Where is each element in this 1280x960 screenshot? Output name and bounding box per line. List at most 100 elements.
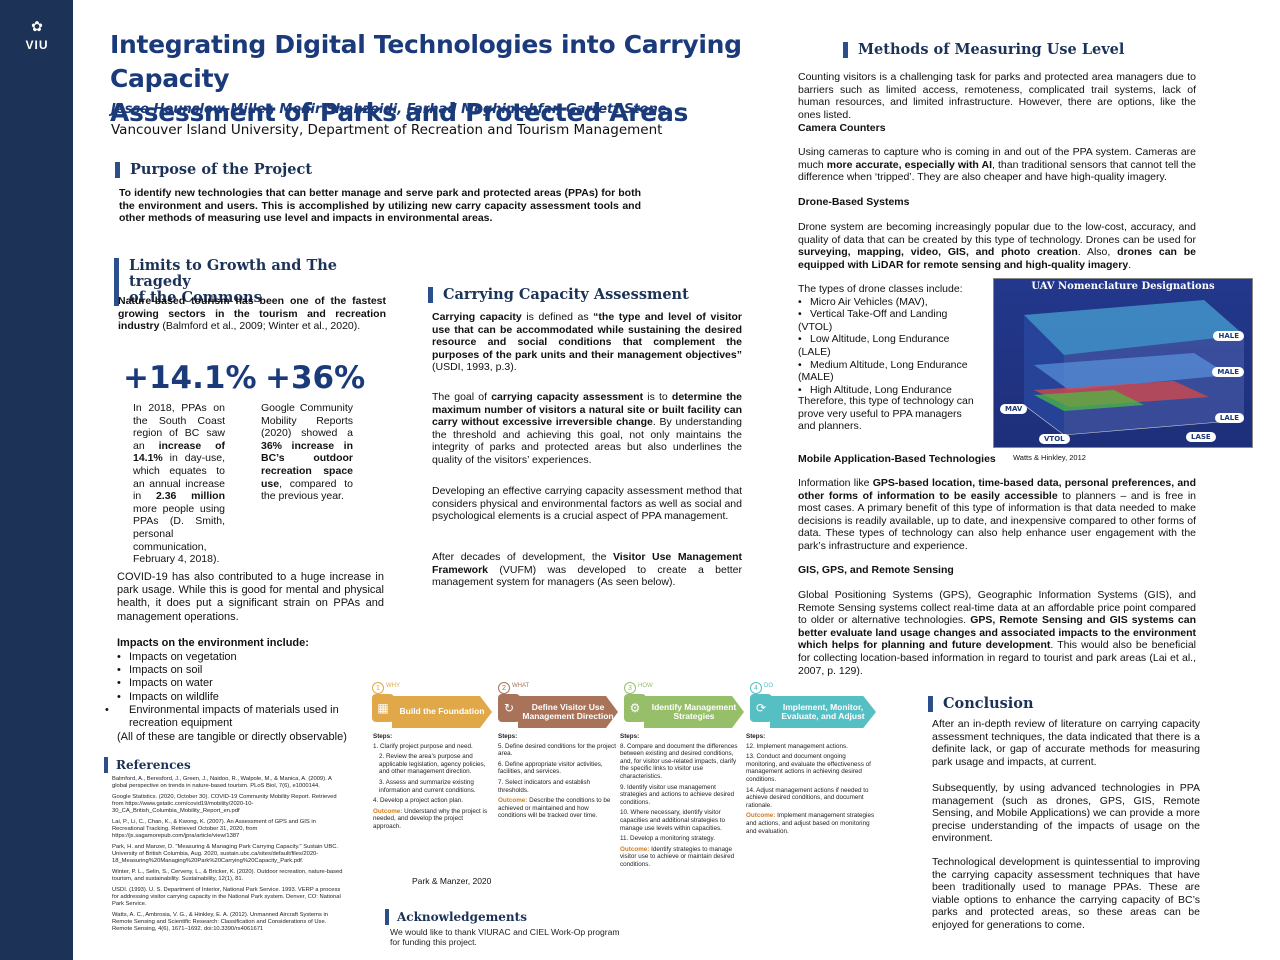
drone-types: The types of drone classes include: Micr… xyxy=(798,283,983,396)
drone-t2: . Also, xyxy=(1077,246,1118,259)
step-item: 13. Conduct and document ongoing monitor… xyxy=(746,753,871,783)
drone-types-list: Micro Air Vehicles (MAV), Vertical Take-… xyxy=(798,296,983,397)
mobile-t1: Information like xyxy=(798,477,873,489)
carrying-p4-b1: Visitor Use Management Framework xyxy=(432,551,742,576)
reference-item[interactable]: Lai, P., Li, C., Chan, K., & Kwong, K. (… xyxy=(112,819,316,839)
reference-item: Balmford, A., Beresford, J., Green, J., … xyxy=(112,776,332,789)
step-outcome: Outcome: Understand why the project is n… xyxy=(373,808,491,831)
direction-icon: ↻ xyxy=(498,694,520,722)
uav-label: MAV xyxy=(1000,404,1028,414)
steps-label: Steps: xyxy=(498,733,518,740)
carrying-p2-t2: is to xyxy=(643,391,672,403)
methods-heading: Methods of Measuring Use Level xyxy=(843,42,1124,58)
framework-steps-what: Steps: 5. Define desired conditions for … xyxy=(498,733,616,820)
step-item: 12. Implement management actions. xyxy=(746,742,848,750)
carrying-p1-t1: is defined as xyxy=(521,311,594,323)
step-outcome: Outcome: Implement management strategies… xyxy=(746,812,876,835)
covid-text: COVID-19 has also contributed to a huge … xyxy=(117,571,384,623)
steps-label: Steps: xyxy=(746,733,766,740)
step-number: 3 xyxy=(624,682,636,694)
carrying-p2-t1: The goal of xyxy=(432,391,492,403)
uav-label: LASE xyxy=(1186,432,1216,442)
step-item: 5. Define desired conditions for the pro… xyxy=(498,742,616,758)
limits-heading-line-1: Limits to Growth and The tragedy xyxy=(129,257,338,290)
framework-step-what: 2 WHAT ↻ Define Visitor Use Management D… xyxy=(498,682,623,728)
outcome-label: Outcome: xyxy=(498,797,528,805)
step-tag: WHY xyxy=(386,683,400,689)
stat-14-t3: more people using PPAs (D. Smith, person… xyxy=(133,502,225,566)
carrying-p1: Carrying capacity is defined as “the typ… xyxy=(432,311,742,374)
camera-heading: Camera Counters xyxy=(798,122,886,134)
step-item: 7. Select indicators and establish thres… xyxy=(498,778,591,794)
steps-label: Steps: xyxy=(620,733,640,740)
uav-label: LALE xyxy=(1214,413,1244,423)
framework-steps-how: Steps: 8. Compare and document the diffe… xyxy=(620,733,738,869)
limits-intro: Nature-based tourism has been one of the… xyxy=(118,295,386,333)
step-tag: HOW xyxy=(638,683,653,689)
uav-nomenclature-figure: UAV Nomenclature Designations HALE MALE … xyxy=(993,278,1253,448)
step-label: Implement, Monitor, Evaluate, and Adjust xyxy=(770,696,876,728)
stat-14-t1: In 2018, PPAs on the South Coast region … xyxy=(133,402,225,452)
drone-conclusion: Therefore, this type of technology can p… xyxy=(798,395,974,433)
stat-36-t2: , compared to the previous year. xyxy=(261,477,353,503)
step-number: 4 xyxy=(750,682,762,694)
reference-item: Winter, P. L., Selin, S., Cerveny, L., &… xyxy=(112,869,343,882)
stat-14-t2: in day-use, which equates to an annual i… xyxy=(133,452,225,503)
step-item: 9. Identify visitor use management strat… xyxy=(620,783,735,806)
step-tag: DO xyxy=(764,683,773,689)
drone-type-item: Medium Altitude, Long Endurance (MALE) xyxy=(798,359,983,384)
framework-step-do: 4 DO ⟳ Implement, Monitor, Evaluate, and… xyxy=(750,682,880,728)
stat-14-text: In 2018, PPAs on the South Coast region … xyxy=(133,402,225,566)
step-item: 4. Develop a project action plan. xyxy=(373,797,463,805)
impact-item: Impacts on soil xyxy=(117,664,384,677)
camera-b1: more accurate, especially with AI xyxy=(826,158,993,171)
authors: Jesse Hounslow-Miller, Monir Shahzeidi, … xyxy=(111,102,667,117)
gis-text: Global Positioning Systems (GPS), Geogra… xyxy=(798,589,1196,677)
leaf-icon: ✿ xyxy=(31,19,43,35)
uav-label: MALE xyxy=(1212,367,1244,377)
carrying-p4-t1: After decades of development, the xyxy=(432,551,613,563)
carrying-p2-b1: carrying capacity assessment xyxy=(491,391,644,403)
camera-t2: , than traditional sensors that cannot t… xyxy=(798,158,1197,184)
outcome-text: Describe the conditions to be achieved o… xyxy=(498,797,611,820)
stat-36-text: Google Community Mobility Reports (2020)… xyxy=(261,402,353,503)
limits-intro-bold: Nature-based tourism has been one of the… xyxy=(118,295,386,333)
impact-item: Impacts on wildlife xyxy=(117,691,384,704)
carrying-p1-b2: “the type and level of visitor use that … xyxy=(432,311,742,361)
conclusion-p3: Technological development is quintessent… xyxy=(932,856,1200,931)
sidebar-band xyxy=(0,0,73,960)
uav-chart-graphic xyxy=(1023,300,1245,436)
title-line-1: Integrating Digital Technologies into Ca… xyxy=(110,30,742,93)
carrying-p3: Developing an effective carrying capacit… xyxy=(432,485,742,523)
mobile-b1: GPS-based location, time-based data, per… xyxy=(798,477,1196,502)
acknowledgements-heading: Acknowledgements xyxy=(385,909,527,925)
drone-b2: drones can be equipped with LiDAR for re… xyxy=(798,246,1196,271)
impacts-list: Impacts on vegetation Impacts on soil Im… xyxy=(117,651,384,730)
stat-36-b1: 36% increase in BC’s outdoor recreation … xyxy=(261,439,353,490)
carrying-p2-t3: . By understanding the threshold and ach… xyxy=(432,416,742,466)
gis-t2: . This would also be beneficial for coll… xyxy=(798,639,1196,677)
reference-item[interactable]: Google Statistics. (2020, October 30). C… xyxy=(112,794,337,814)
mobile-text: Information like GPS-based location, tim… xyxy=(798,477,1196,553)
impact-item: Environmental impacts of materials used … xyxy=(117,704,384,730)
uav-title: UAV Nomenclature Designations xyxy=(1031,281,1215,292)
gis-b1: GPS, Remote Sensing and GIS systems can … xyxy=(798,614,1196,652)
drone-type-item: High Altitude, Long Endurance xyxy=(798,384,983,397)
conclusion-p2: Subsequently, by using advanced technolo… xyxy=(932,782,1200,845)
framework-caption: Park & Manzer, 2020 xyxy=(412,876,492,886)
gis-t1: Global Positioning Systems (GPS), Geogra… xyxy=(798,589,1196,627)
viu-logo: ✿ VIU xyxy=(14,20,60,53)
impact-item: Impacts on water xyxy=(117,677,384,690)
step-outcome: Outcome: Describe the conditions to be a… xyxy=(498,797,616,820)
impacts-note: (All of these are tangible or directly o… xyxy=(117,731,347,743)
reference-item: USDI. (1993). U. S. Department of Interi… xyxy=(112,887,341,907)
step-item: 1. Clarify project purpose and need. xyxy=(373,742,473,750)
outcome-label: Outcome: xyxy=(746,812,776,820)
step-item: 3. Assess and summarize existing informa… xyxy=(379,778,476,794)
camera-t1: Using cameras to capture who is coming i… xyxy=(798,146,1196,171)
uav-label: VTOL xyxy=(1039,434,1070,444)
step-number: 2 xyxy=(498,682,510,694)
framework-step-why: 1 WHY ▦ Build the Foundation xyxy=(372,682,497,728)
carrying-p1-t2: (USDI, 1993, p.3). xyxy=(432,361,517,374)
limits-heading: Limits to Growth and The tragedy of the … xyxy=(114,258,394,306)
